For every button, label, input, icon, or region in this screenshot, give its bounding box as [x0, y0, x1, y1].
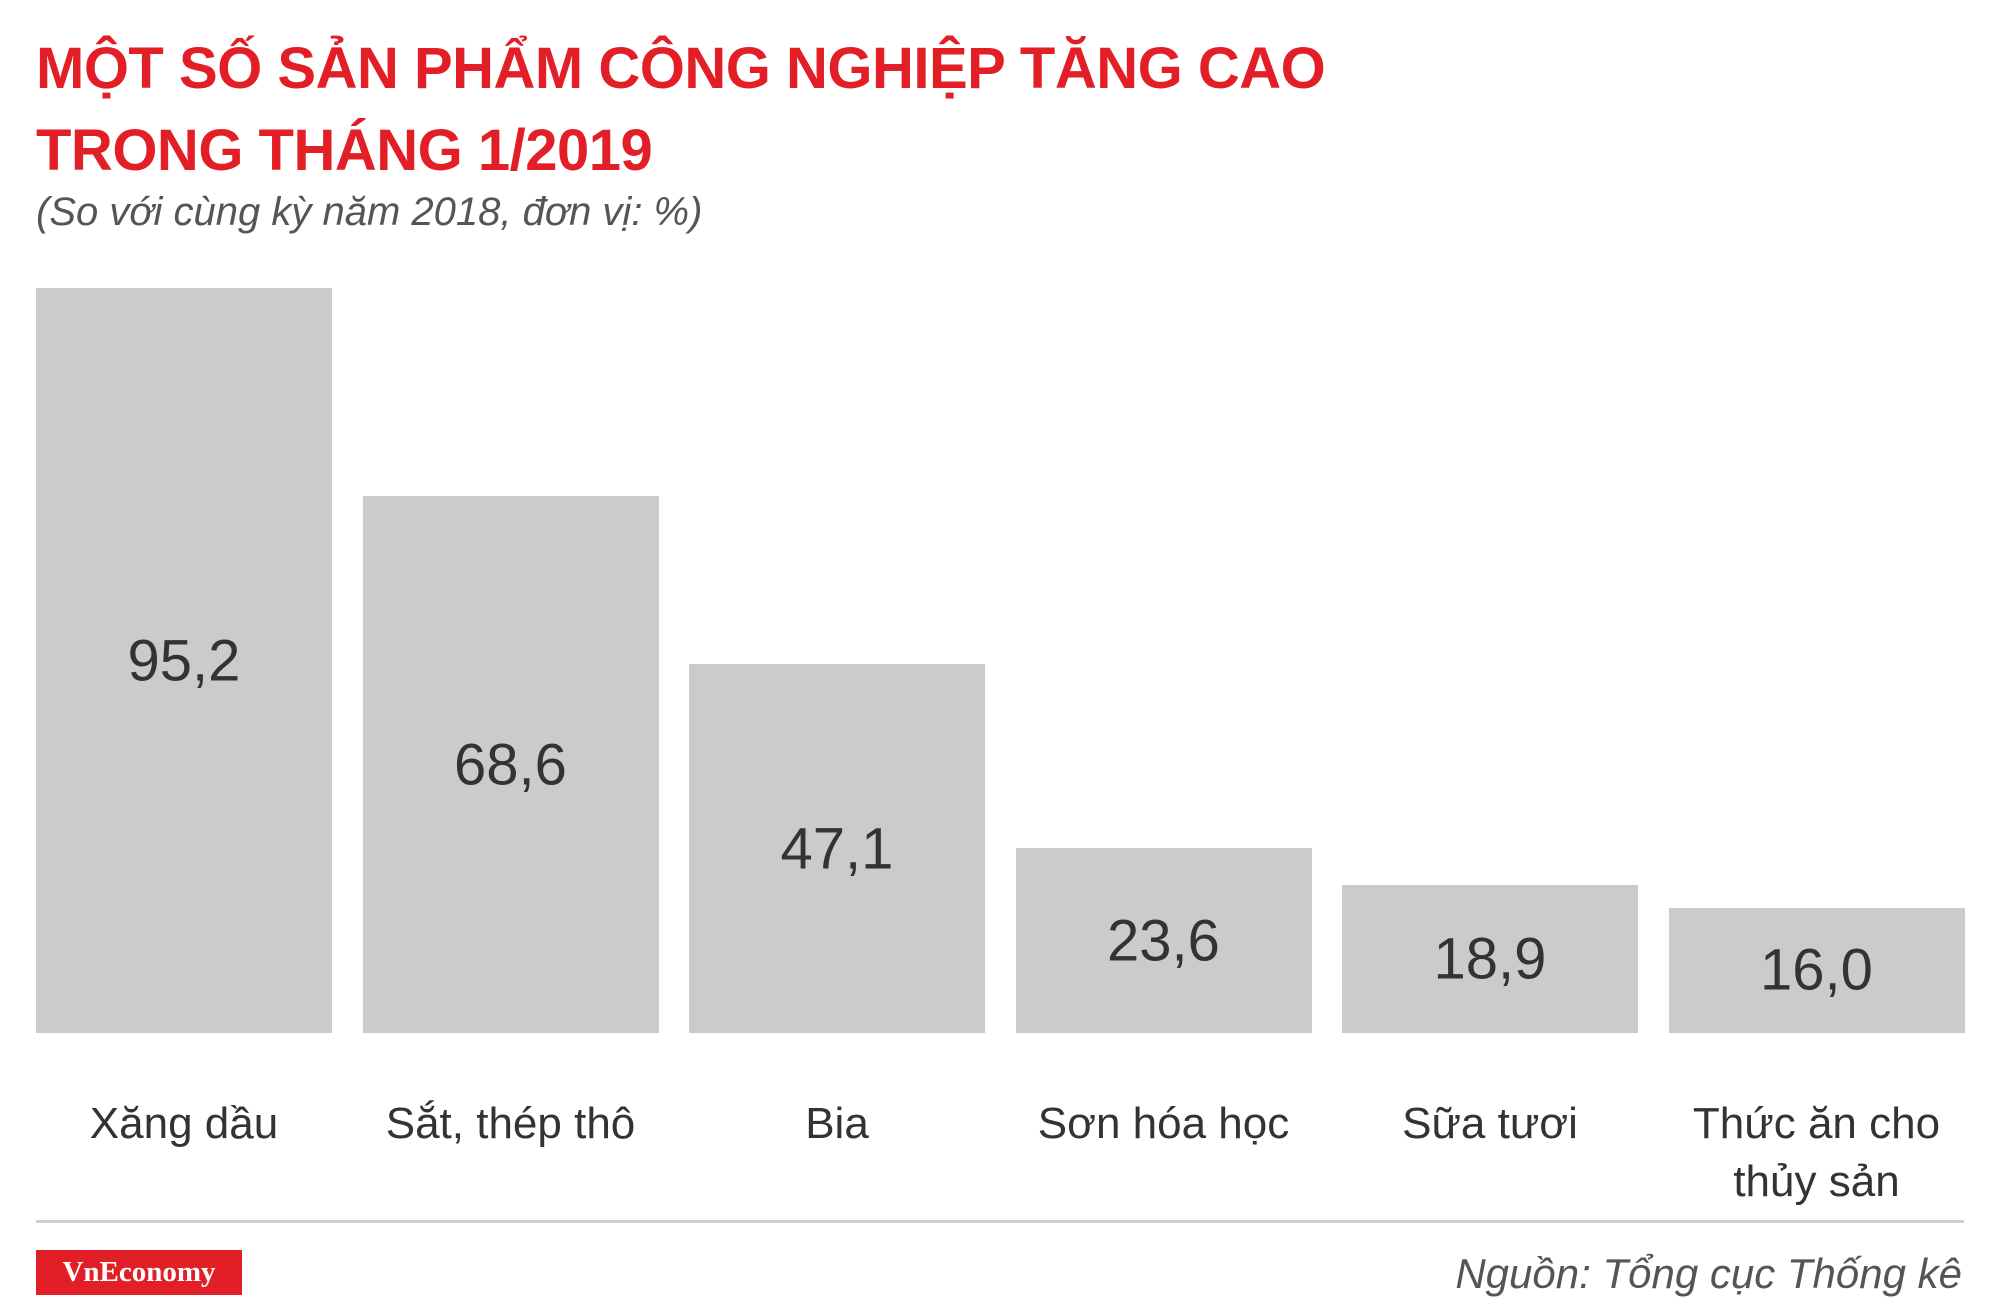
- bar: [689, 664, 985, 1033]
- value-label: 18,9: [1433, 926, 1547, 992]
- bar: [362, 496, 659, 1033]
- value-label: 16,0: [1760, 937, 1873, 1003]
- x-tick-label: Sữa tươi: [1402, 1099, 1578, 1148]
- divider: [36, 1220, 1964, 1223]
- x-tick-label: Bia: [805, 1099, 869, 1148]
- source-note: Nguồn: Tổng cục Thống kê: [1455, 1250, 1962, 1297]
- value-label: 23,6: [1107, 908, 1220, 974]
- chart-subtitle: (So với cùng kỳ năm 2018, đơn vị: %): [36, 190, 703, 234]
- value-label: 95,2: [127, 628, 241, 693]
- chart-title: MỘT SỐ SẢN PHẨM CÔNG NGHIỆP TĂNG CAO TRO…: [36, 36, 1326, 183]
- bar: [1668, 907, 1965, 1033]
- x-tick-label: Sắt, thép thô: [385, 1099, 636, 1148]
- bar: [1015, 848, 1312, 1033]
- bar: [1342, 885, 1638, 1033]
- bar: [36, 288, 332, 1033]
- value-label: 68,6: [454, 732, 567, 798]
- x-tick-label: Sơn hóa học: [1037, 1099, 1290, 1148]
- value-label: 47,1: [780, 816, 894, 882]
- x-tick-label: Thức ăn cho thủy sản: [1692, 1099, 1941, 1206]
- x-tick-label: Xăng dầu: [89, 1099, 279, 1148]
- logo: VnEconomy: [36, 1250, 242, 1295]
